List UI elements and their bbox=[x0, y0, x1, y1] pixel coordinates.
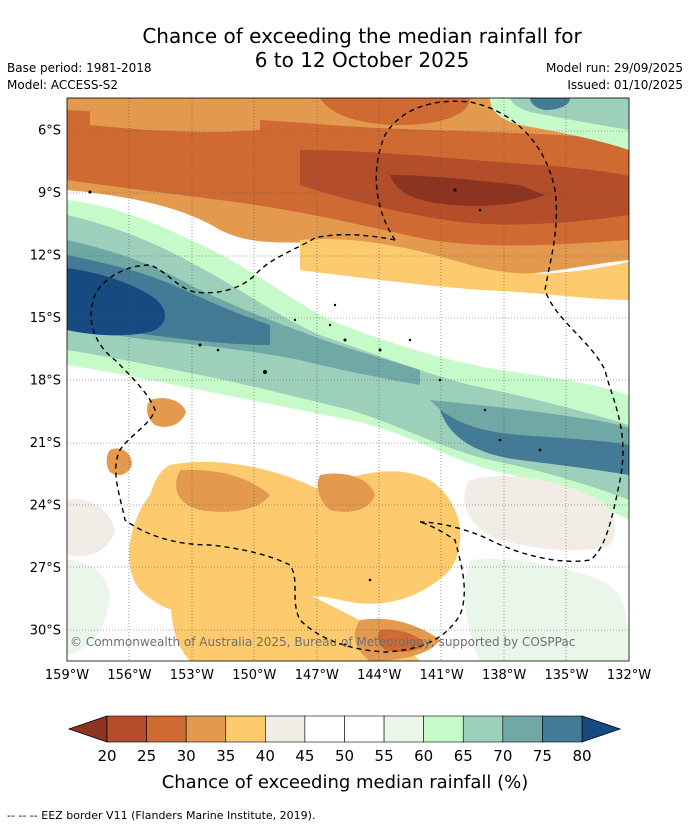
map-title-line1: Chance of exceeding the median rainfall … bbox=[142, 24, 582, 48]
colorbar-swatch bbox=[502, 715, 543, 743]
dry-patch-18s bbox=[147, 398, 186, 427]
lon-tick-label: 156°W bbox=[107, 668, 151, 683]
colorbar-swatch bbox=[542, 715, 583, 743]
colorbar-tick-label: 60 bbox=[414, 747, 433, 765]
colorbar-swatch bbox=[304, 715, 345, 743]
lat-tick-label: 21°S bbox=[30, 436, 61, 451]
colorbar-tick-label: 35 bbox=[216, 747, 235, 765]
lon-tick-label: 153°W bbox=[170, 668, 214, 683]
colorbar-tick-label: 65 bbox=[454, 747, 473, 765]
colorbar-tick-label: 70 bbox=[493, 747, 512, 765]
base-period-text: Base period: 1981-2018 bbox=[7, 61, 152, 75]
lat-tick-label: 15°S bbox=[30, 311, 61, 326]
map-gridlines bbox=[67, 98, 629, 661]
dry-band-north-20 bbox=[390, 175, 545, 206]
colorbar-swatch bbox=[146, 715, 187, 743]
lon-tick-label: 147°W bbox=[295, 668, 339, 683]
issued-text: Issued: 01/10/2025 bbox=[567, 78, 683, 92]
map-plot-area: © Commonwealth of Australia 2025, Bureau… bbox=[67, 98, 629, 661]
wet-band-east-70 bbox=[430, 400, 629, 445]
neutral-patch-a bbox=[464, 476, 616, 551]
lon-tick-label: 135°W bbox=[544, 668, 588, 683]
dry-band-south-35 bbox=[176, 469, 270, 512]
longitude-labels: 159°W 156°W 153°W 150°W 147°W 144°W 141°W 138°W… bbox=[45, 668, 651, 683]
rainfall-map: © Commonwealth of Australia 2025, Bureau… bbox=[30, 97, 651, 793]
lon-tick-label: 159°W bbox=[45, 668, 89, 683]
colorbar-tick-label: 45 bbox=[295, 747, 314, 765]
model-run-text: Model run: 29/09/2025 bbox=[545, 61, 683, 75]
colorbar-tick-label: 20 bbox=[97, 747, 116, 765]
model-text: Model: ACCESS-S2 bbox=[7, 78, 119, 92]
colorbar: 20 25 30 35 40 45 50 55 60 65 70 75 80 Chance of exc… bbox=[67, 715, 622, 793]
lat-tick-label: 27°S bbox=[30, 561, 61, 576]
islands bbox=[88, 188, 542, 647]
dry-band-north-40 bbox=[300, 239, 629, 300]
colorbar-tick-label: 25 bbox=[137, 747, 156, 765]
colorbar-tick-label: 50 bbox=[335, 747, 354, 765]
wet-patch-northeast-75 bbox=[530, 98, 570, 110]
colorbar-tick-label: 55 bbox=[375, 747, 394, 765]
lat-tick-label: 6°S bbox=[38, 123, 61, 138]
lat-tick-label: 9°S bbox=[38, 186, 61, 201]
colorbar-swatch bbox=[265, 715, 306, 743]
dry-patch-south-30 bbox=[377, 629, 425, 653]
dry-patch-top bbox=[90, 102, 260, 133]
lon-tick-label: 144°W bbox=[357, 668, 401, 683]
lat-tick-label: 24°S bbox=[30, 499, 61, 514]
colorbar-tick-label: 40 bbox=[256, 747, 275, 765]
wet-band-west-70 bbox=[67, 240, 420, 385]
lon-tick-label: 150°W bbox=[232, 668, 276, 683]
colorbar-arrow-high bbox=[581, 715, 622, 743]
dry-band-south-35b bbox=[317, 473, 375, 512]
colorbar-tick-label: 75 bbox=[533, 747, 552, 765]
lon-tick-label: 138°W bbox=[482, 668, 526, 683]
colorbar-tick-label: 80 bbox=[572, 747, 591, 765]
lon-tick-label: 141°W bbox=[420, 668, 464, 683]
colorbar-swatch bbox=[225, 715, 266, 743]
dry-patch-22s bbox=[106, 448, 132, 476]
colorbar-swatch bbox=[185, 715, 227, 743]
neutral-patch-b bbox=[67, 499, 115, 557]
eez-borders bbox=[90, 100, 624, 653]
colorbar-title: Chance of exceeding median rainfall (%) bbox=[162, 772, 529, 793]
lon-tick-label: 132°W bbox=[607, 668, 651, 683]
lat-tick-label: 12°S bbox=[30, 248, 61, 263]
eez-footnote: -- -- -- EEZ border V11 (Flanders Marine… bbox=[7, 809, 316, 822]
wet-band-west-80 bbox=[67, 268, 165, 336]
colorbar-arrow-low bbox=[67, 715, 108, 743]
neutral-patch-d bbox=[67, 560, 110, 655]
colorbar-tick-label: 30 bbox=[177, 747, 196, 765]
neutral-patch-c bbox=[464, 558, 629, 661]
copyright-text: © Commonwealth of Australia 2025, Bureau… bbox=[70, 635, 575, 649]
lat-tick-label: 18°S bbox=[30, 374, 61, 389]
map-title-line2: 6 to 12 October 2025 bbox=[254, 48, 470, 72]
colorbar-swatch bbox=[423, 715, 464, 743]
dry-patch-top-dark bbox=[320, 98, 470, 125]
colorbar-swatch bbox=[344, 715, 385, 743]
colorbar-swatch bbox=[383, 715, 424, 743]
map-frame bbox=[66, 97, 630, 662]
latitude-labels: 6°S 9°S 12°S 15°S 18°S 21°S 24°S 27°S 30°S bbox=[30, 123, 61, 638]
colorbar-swatch bbox=[462, 715, 504, 743]
colorbar-swatch bbox=[106, 715, 147, 743]
lat-tick-label: 30°S bbox=[30, 624, 61, 639]
